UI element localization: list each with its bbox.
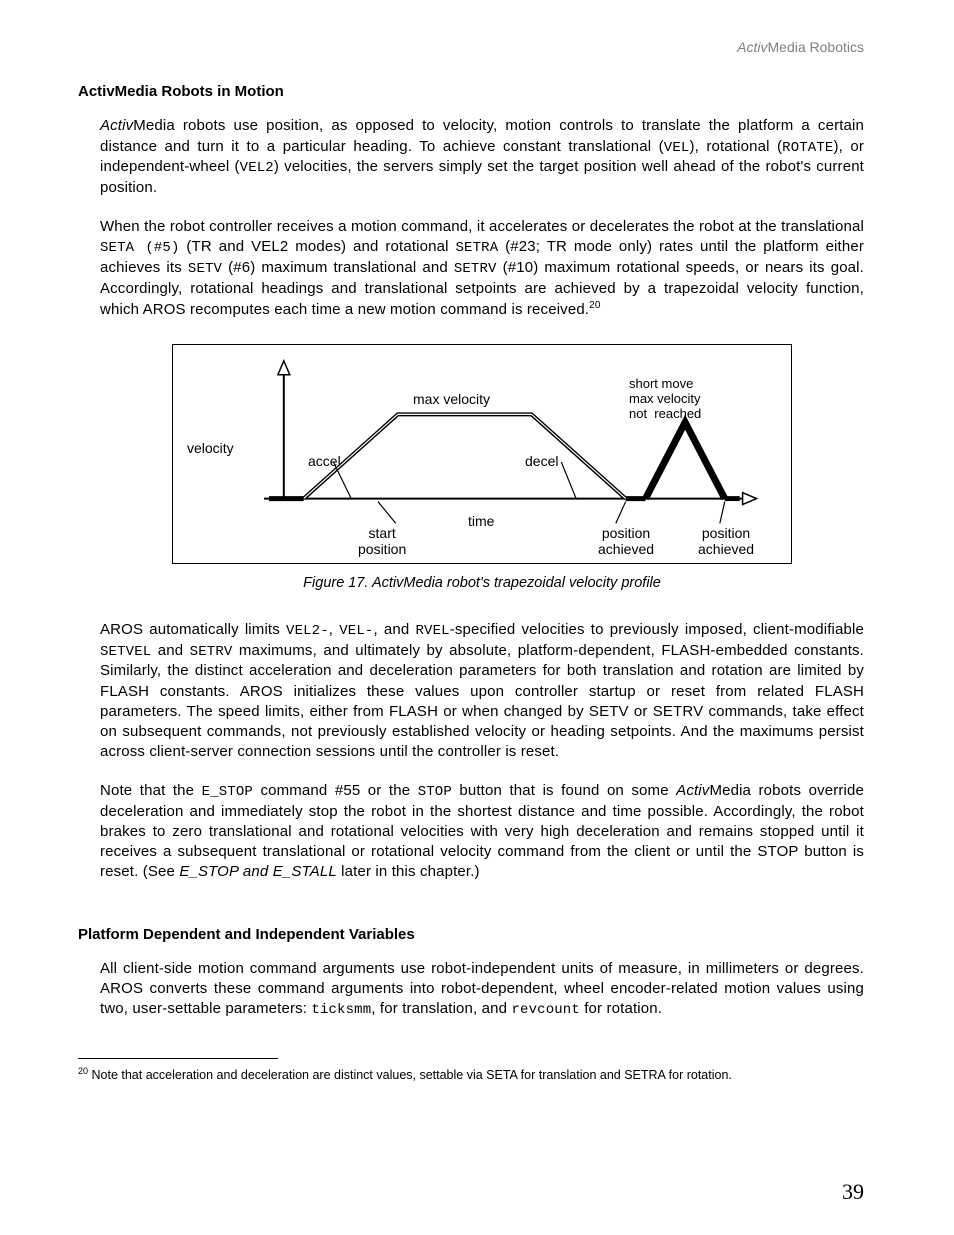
- figure-caption: Figure 17. ActivMedia robot's trapezoida…: [172, 574, 792, 594]
- running-header: ActivMedia Robotics: [737, 38, 864, 57]
- footnote-separator: [78, 1058, 278, 1059]
- footnote-number: 20: [78, 1066, 88, 1076]
- figure-17: velocity max velocity short move max vel…: [172, 344, 792, 594]
- label-position-achieved-1: position achieved: [598, 525, 654, 557]
- label-accel: accel: [308, 453, 341, 469]
- figure-box: velocity max velocity short move max vel…: [172, 344, 792, 564]
- label-short-move: short move max velocity not reached: [629, 377, 701, 422]
- label-decel: decel: [525, 453, 558, 469]
- heading-robots-in-motion: ActivMedia Robots in Motion: [78, 82, 864, 102]
- label-time: time: [468, 513, 494, 529]
- label-position-achieved-2: position achieved: [698, 525, 754, 557]
- para-3: AROS automatically limits VEL2-, VEL-, a…: [100, 620, 864, 763]
- heading-platform-vars: Platform Dependent and Independent Varia…: [78, 925, 864, 945]
- para-4: Note that the E_STOP command #55 or the …: [100, 781, 864, 883]
- label-max-velocity: max velocity: [413, 391, 490, 407]
- footnote-20: 20 Note that acceleration and decelerati…: [78, 1065, 864, 1084]
- header-brand-rest: Media Robotics: [768, 39, 865, 55]
- page-number: 39: [842, 1177, 864, 1207]
- label-velocity: velocity: [187, 440, 234, 456]
- footnote-text: Note that acceleration and deceleration …: [88, 1068, 732, 1082]
- para-1: ActivMedia robots use position, as oppos…: [100, 116, 864, 198]
- header-brand-italic: Activ: [737, 39, 767, 55]
- para-5: All client-side motion command arguments…: [100, 959, 864, 1020]
- label-start-position: start position: [358, 525, 406, 557]
- para-2: When the robot controller receives a mot…: [100, 217, 864, 321]
